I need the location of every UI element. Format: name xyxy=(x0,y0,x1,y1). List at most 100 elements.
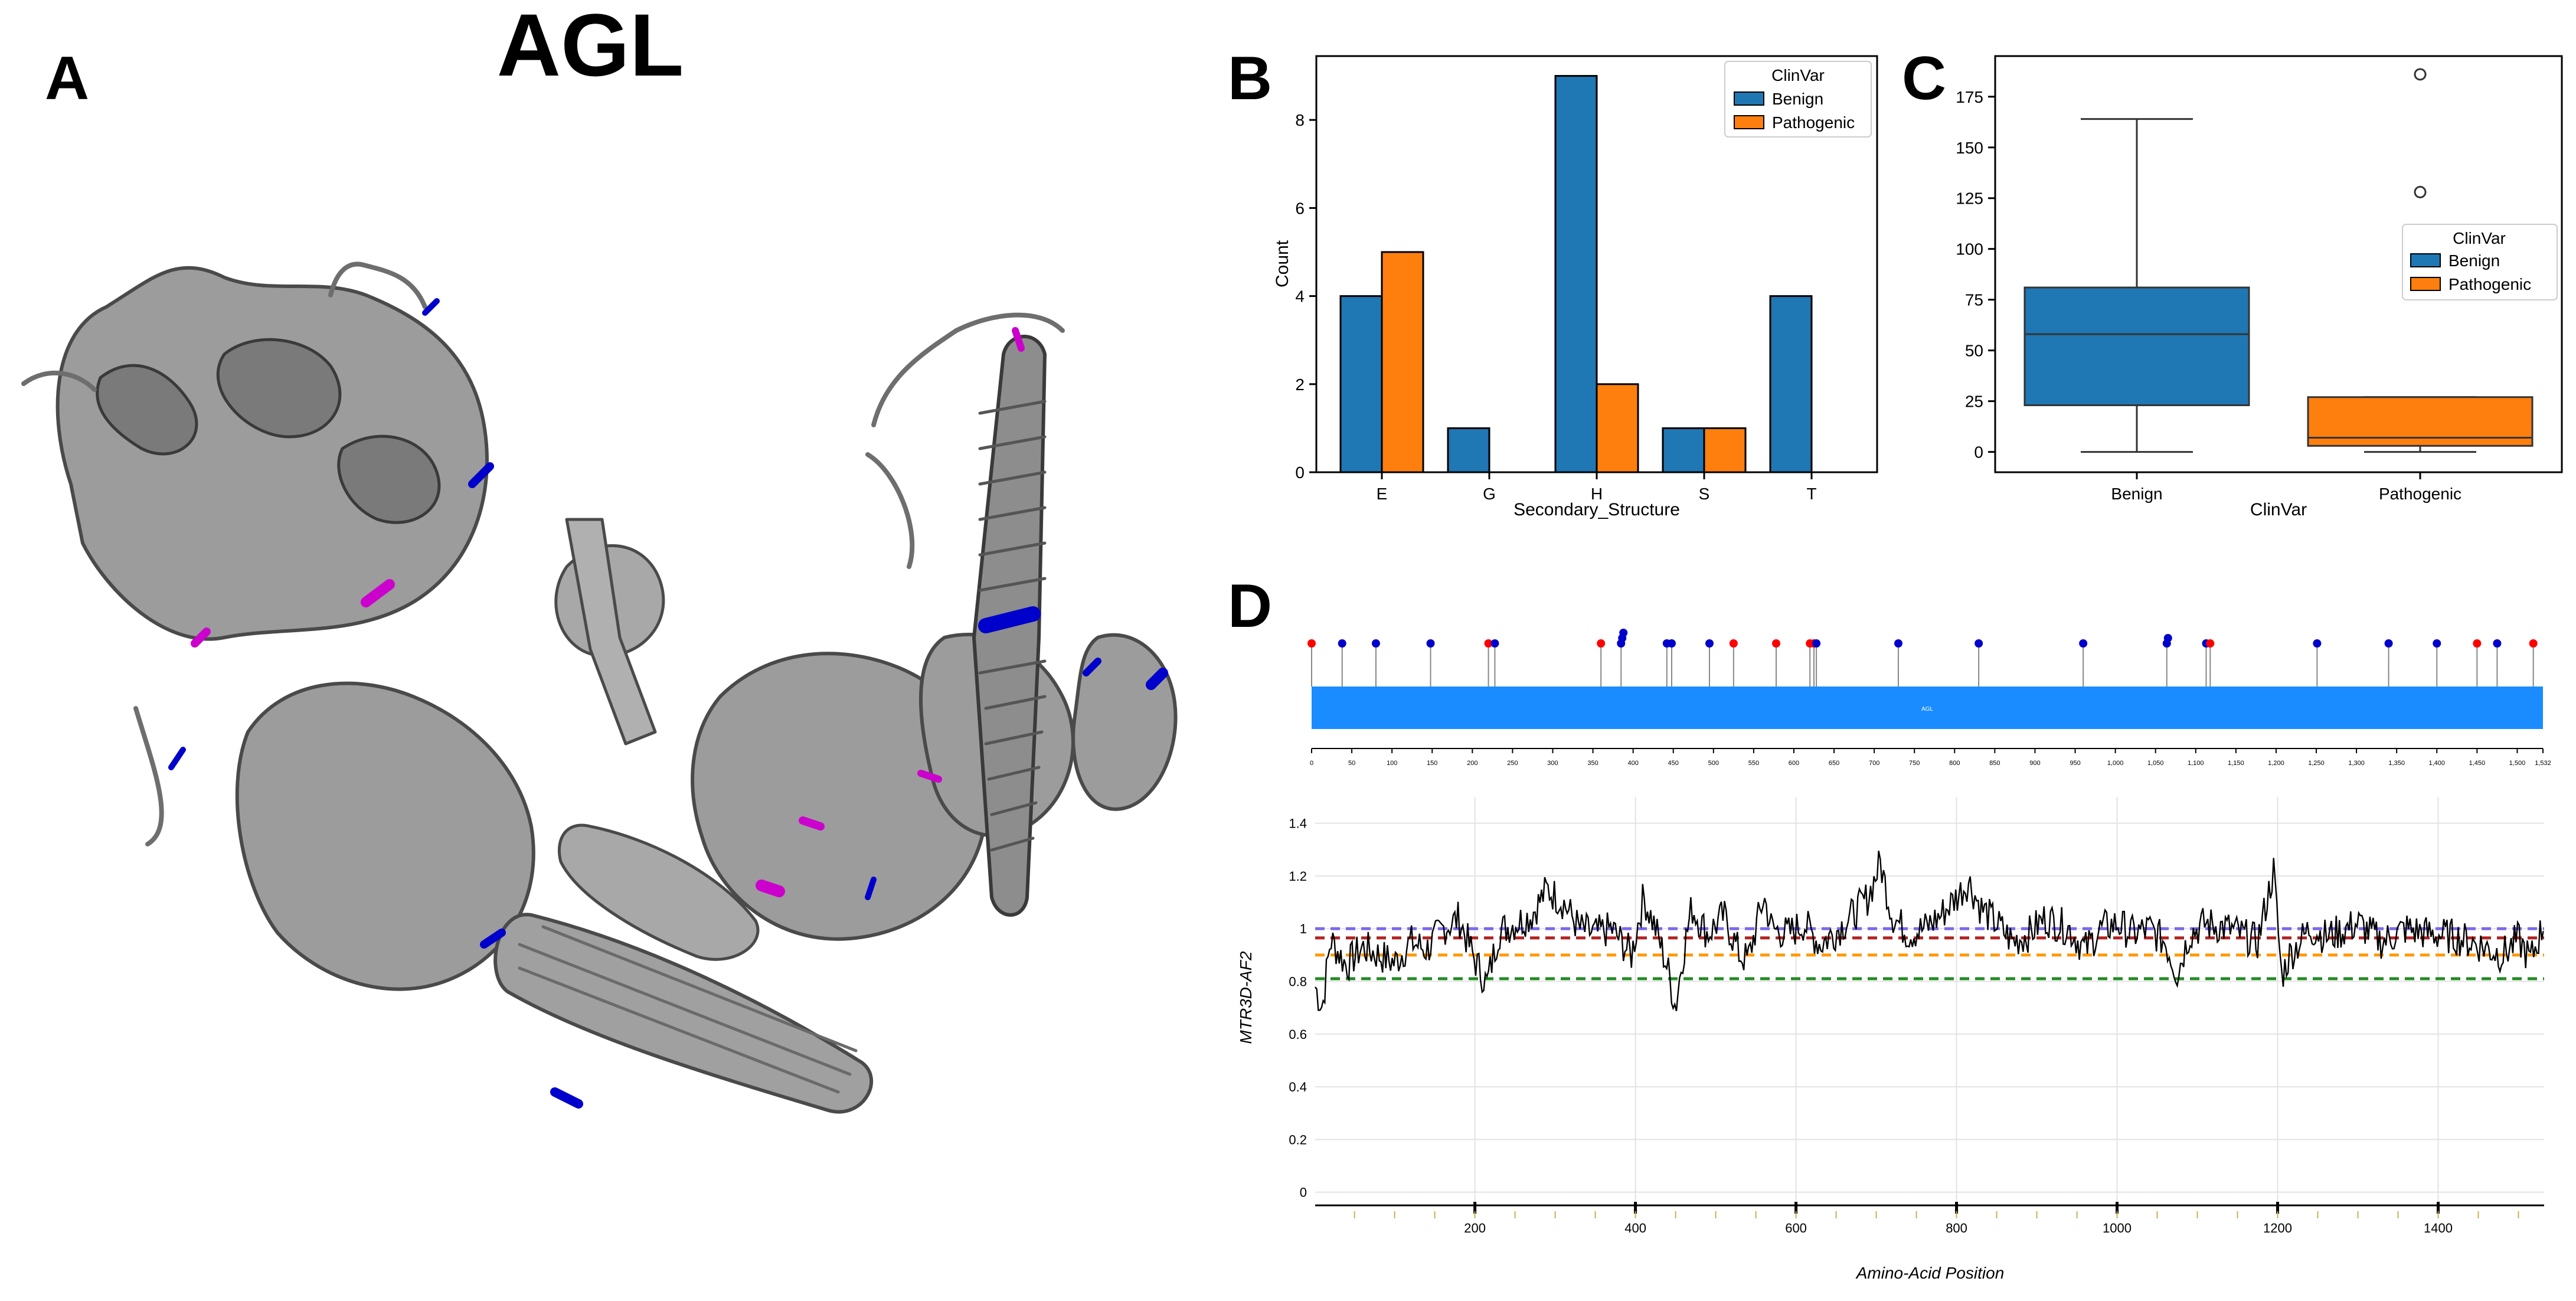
panel-label-d: D xyxy=(1228,572,1272,640)
lollipop-tick-label: 1,500 xyxy=(2509,760,2526,767)
lollipop-tick-label: 1,450 xyxy=(2469,760,2486,767)
y-tick-label-c: 125 xyxy=(1956,189,1983,208)
lollipop-head-pathogenic xyxy=(2473,639,2482,648)
lollipops xyxy=(1307,629,2538,687)
x-tick-label-d: 1200 xyxy=(2263,1221,2292,1235)
structure-beta-sheet xyxy=(493,518,874,1114)
lollipop-tick-label: 1,400 xyxy=(2429,760,2446,767)
panel-d: D AGL 0 50 100 150 200 250 300 350 400 450 500 550 6… xyxy=(1228,572,2551,1282)
xlabel-c: ClinVar xyxy=(2250,500,2307,519)
x-tick-label-d: 800 xyxy=(1946,1221,1967,1235)
lollipop-tick-label: 750 xyxy=(1909,760,1920,767)
legend-b: ClinVar Benign Pathogenic xyxy=(1724,61,1872,138)
lollipop-tick-label: 600 xyxy=(1789,760,1799,767)
lollipop-tick-label: 100 xyxy=(1387,760,1397,767)
legend-label-pathogenic-c: Pathogenic xyxy=(2448,275,2531,293)
protein-bar-label: AGL xyxy=(1921,706,1933,712)
structure-domain-left xyxy=(55,266,489,641)
lollipop-head-benign xyxy=(1619,629,1628,637)
legend-c: ClinVar Benign Pathogenic xyxy=(2402,224,2558,300)
panel-label-a: A xyxy=(45,44,89,113)
lollipop-head-benign xyxy=(1338,639,1346,648)
axes-frame-c xyxy=(1994,55,2563,473)
bar-benign xyxy=(1554,75,1598,473)
bar-pathogenic xyxy=(1703,427,1747,473)
lollipop-head-benign xyxy=(2433,639,2441,648)
lollipop-head-benign xyxy=(1371,639,1380,648)
outlier-point xyxy=(2414,68,2427,81)
bar-pathogenic xyxy=(1596,383,1639,473)
legend-title-b: ClinVar xyxy=(1771,66,1825,84)
xlabel-d: Amino-Acid Position xyxy=(1855,1264,2005,1282)
lollipop-head-benign xyxy=(1812,639,1821,648)
y-tick-label-c: 75 xyxy=(1965,291,1983,309)
mtr-line-plot: 0 0.2 0.4 0.6 0.8 1 1.2 1.4 200 400 600 800 1000 120… xyxy=(1237,797,2544,1282)
legend-title-c: ClinVar xyxy=(2453,229,2506,247)
structure-highlight-residues xyxy=(168,298,1168,1109)
lollipop-tick-label: 1,250 xyxy=(2308,760,2325,767)
lollipop-tick-label: 650 xyxy=(1829,760,1839,767)
lollipop-head-pathogenic xyxy=(1597,639,1606,648)
lollipop-head-pathogenic xyxy=(1729,639,1738,648)
lollipop-tick-label: 1,350 xyxy=(2388,760,2405,767)
protein-structure-image xyxy=(21,261,1178,1114)
lollipop-head-pathogenic xyxy=(2529,639,2538,648)
x-tick-label-b: T xyxy=(1806,485,1816,503)
lollipop-tick-label: 950 xyxy=(2070,760,2080,767)
legend-swatch-pathogenic-b xyxy=(1734,115,1764,129)
x-tick-label-d: 1000 xyxy=(2103,1221,2132,1235)
panel-a: A AGL xyxy=(21,0,1178,1114)
bar-benign xyxy=(1339,295,1383,473)
panel-label-c: C xyxy=(1902,44,1946,113)
lollipop-tick-label: 1,532 xyxy=(2535,760,2551,767)
lollipop-ticks: 0 50 100 150 200 250 300 350 400 450 500 550 600 650 7… xyxy=(1310,748,2551,767)
lollipop-tick-label: 1,050 xyxy=(2147,760,2164,767)
y-tick-label-b: 0 xyxy=(1295,463,1305,482)
grid-d xyxy=(1315,797,2544,1205)
lollipop-head-pathogenic xyxy=(2206,639,2215,648)
lollipop-tick-label: 150 xyxy=(1427,760,1437,767)
y-tick-label-d: 0.8 xyxy=(1289,975,1307,989)
y-tick-label-c: 150 xyxy=(1956,139,1983,157)
y-tick-label-b: 8 xyxy=(1295,111,1305,129)
lollipop-head-benign xyxy=(1975,639,1983,648)
lollipop-tick-label: 1,000 xyxy=(2107,760,2124,767)
panel-label-b: B xyxy=(1228,44,1272,113)
lollipop-tick-label: 0 xyxy=(1310,760,1313,767)
lollipop-tick-label: 50 xyxy=(1348,760,1355,767)
lollipop-tick-label: 250 xyxy=(1507,760,1518,767)
lollipop-tick-label: 1,300 xyxy=(2348,760,2365,767)
panel-c: C 0 25 50 75 100 125 150 175 Benign Pathogenic C… xyxy=(1902,44,2563,519)
lollipop-head-pathogenic xyxy=(1484,639,1493,648)
box-benign xyxy=(2023,286,2250,407)
y-tick-label-b: 2 xyxy=(1295,375,1305,394)
y-tick-label-d: 0.4 xyxy=(1289,1080,1307,1094)
y-tick-label-d: 0.6 xyxy=(1289,1027,1307,1042)
lollipop-head-benign xyxy=(1668,639,1676,648)
y-tick-label-b: 6 xyxy=(1295,199,1305,217)
x-tick-label-b: H xyxy=(1591,485,1603,503)
lollipop-head-benign xyxy=(1705,639,1714,648)
lollipop-head-benign xyxy=(2493,639,2502,648)
legend-label-benign-b: Benign xyxy=(1772,90,1823,108)
x-tick-label-c: Benign xyxy=(2111,485,2162,503)
y-tick-label-d: 1.2 xyxy=(1289,869,1307,884)
lollipop-tick-label: 200 xyxy=(1467,760,1477,767)
lollipop-tick-label: 450 xyxy=(1668,760,1679,767)
bar-benign xyxy=(1662,427,1705,473)
outlier-point xyxy=(2414,185,2427,198)
y-ticks-c: 0 25 50 75 100 125 150 175 xyxy=(1956,88,1995,462)
lollipop-head-benign xyxy=(1426,639,1435,648)
legend-swatch-benign-c xyxy=(2410,253,2441,267)
lollipop-head-benign xyxy=(2163,634,2172,642)
x-tick-label-d: 600 xyxy=(1785,1221,1807,1235)
reference-lines-d xyxy=(1315,927,2544,980)
minor-ticks-d xyxy=(1354,1211,2519,1218)
lollipop-head-benign xyxy=(1490,639,1499,648)
y-tick-label-c: 100 xyxy=(1956,240,1983,259)
y-ticks-d: 0 0.2 0.4 0.6 0.8 1 1.2 1.4 xyxy=(1289,816,1307,1200)
y-tick-label-d: 1 xyxy=(1300,921,1307,936)
